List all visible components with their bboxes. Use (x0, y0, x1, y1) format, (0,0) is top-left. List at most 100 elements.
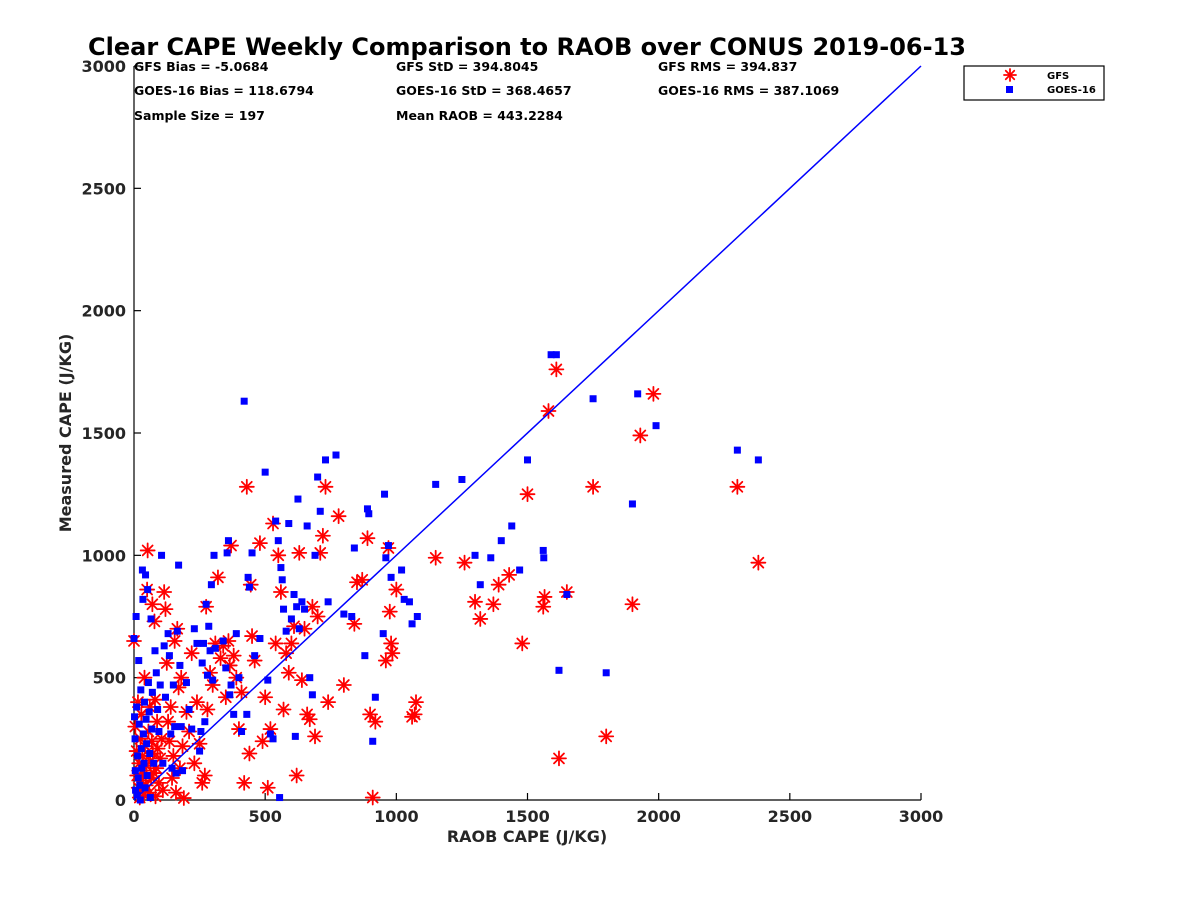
goes16-point (240, 397, 248, 405)
goes16-point (413, 613, 421, 620)
gfs-point (381, 603, 398, 620)
goes16-point (298, 598, 306, 606)
stat-goes-rms: GOES-16 RMS = 387.1069 (658, 83, 839, 98)
stat-gfs-std: GFS StD = 394.8045 (396, 59, 538, 74)
goes16-point (361, 652, 369, 660)
gfs-point (252, 535, 268, 551)
y-ticks: 0 500 1000 1500 2000 2500 3000 (81, 57, 141, 810)
goes16-point (232, 630, 240, 638)
goes16-point (185, 705, 193, 713)
gfs-point (238, 478, 255, 495)
goes16-point (516, 566, 524, 574)
x-axis-label: RAOB CAPE (J/KG) (447, 827, 607, 846)
goes16-point (161, 693, 169, 701)
goes16-point (508, 522, 516, 530)
legend: GFS GOES-16 (963, 65, 1105, 101)
goes16-point (285, 520, 293, 528)
goes16-point (539, 546, 547, 554)
goes16-point (188, 725, 196, 733)
goes16-point (405, 598, 413, 606)
one-to-one-reference-line (133, 65, 922, 801)
goes16-point (210, 551, 218, 559)
goes16-point (256, 635, 264, 643)
goes16-point (308, 691, 316, 699)
stat-gfs-bias: GFS Bias = -5.0684 (134, 59, 269, 74)
goes16-point (363, 505, 371, 513)
goes16-point (306, 674, 314, 682)
goes16-point (202, 600, 210, 608)
gfs-point (309, 608, 326, 625)
goes16-point (555, 666, 563, 674)
goes16-point (148, 688, 156, 696)
gfs-point (225, 647, 242, 664)
y-tick-label: 0 (115, 791, 126, 810)
goes16-point (324, 598, 332, 606)
gfs-point (267, 635, 284, 652)
gfs-point (335, 677, 352, 693)
goes16-point (754, 456, 762, 464)
gfs-point (632, 427, 649, 444)
goes16-point (169, 681, 177, 689)
gfs-point (270, 547, 287, 564)
x-tick-label: 2500 (768, 807, 813, 826)
gfs-point (551, 750, 567, 767)
goes16-point (155, 727, 163, 735)
goes16-point (238, 727, 246, 735)
gfs-point (174, 738, 191, 755)
goes16-point (146, 750, 154, 758)
chart-title: Clear CAPE Weekly Comparison to RAOB ove… (88, 33, 966, 61)
goes16-point (144, 679, 152, 687)
goes16-point (135, 720, 143, 728)
goes16-point (563, 590, 571, 598)
gfs-point (301, 711, 318, 728)
goes16-point (142, 571, 150, 579)
goes16-point (287, 615, 295, 623)
goes16-point (137, 745, 145, 753)
gfs-point (624, 596, 641, 613)
goes16-point (151, 647, 159, 655)
gfs-point (519, 486, 536, 503)
goes16-point (177, 723, 185, 731)
goes16-point (140, 759, 148, 767)
goes16-point (206, 647, 214, 655)
legend-gfs-marker (1003, 68, 1017, 82)
goes16-point (295, 625, 303, 633)
gfs-point (189, 694, 205, 711)
gfs-point (196, 767, 213, 784)
gfs-point (273, 584, 289, 600)
goes16-point (276, 794, 284, 802)
goes16-point (634, 390, 642, 398)
gfs-point (317, 478, 334, 495)
goes16-point (154, 705, 162, 713)
stat-gfs-rms: GFS RMS = 394.837 (658, 59, 797, 74)
goes16-point (141, 784, 149, 792)
goes16-point (400, 595, 408, 603)
gfs-point (388, 581, 405, 598)
gfs-point (548, 361, 565, 378)
gfs-point (456, 554, 473, 571)
gfs-point (729, 478, 746, 495)
x-tick-label: 1000 (374, 807, 419, 826)
goes16-point (369, 737, 377, 745)
goes16-point (158, 551, 166, 559)
goes16-point (332, 451, 340, 459)
goes16-point (140, 698, 148, 706)
goes16-point (471, 551, 479, 559)
goes16-point (132, 786, 140, 794)
y-tick-label: 3000 (81, 57, 126, 76)
goes16-point (280, 605, 288, 613)
legend-gfs-label: GFS (1047, 71, 1069, 82)
gfs-point (144, 596, 161, 613)
goes16-point (131, 713, 139, 721)
gfs-point (406, 706, 423, 723)
goes16-point (146, 794, 154, 802)
goes16-point (190, 625, 198, 633)
goes16-point (733, 446, 741, 454)
y-tick-label: 2000 (81, 302, 126, 321)
gfs-point (501, 567, 518, 583)
goes16-point (143, 740, 151, 748)
goes16-point (203, 671, 211, 679)
goes16-point (167, 730, 175, 738)
gfs-point (485, 596, 502, 613)
gfs-point (212, 650, 229, 666)
